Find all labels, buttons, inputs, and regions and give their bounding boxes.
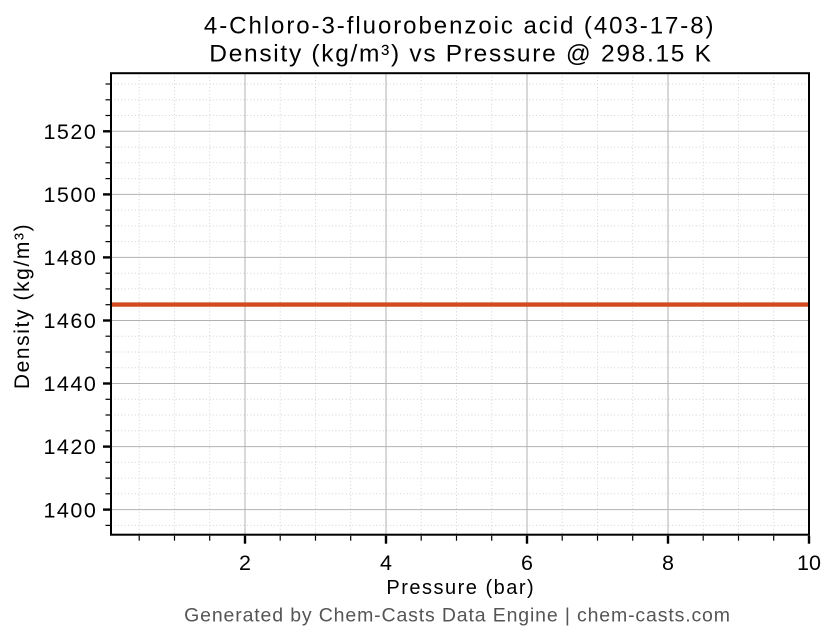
svg-text:1440: 1440 (43, 372, 97, 396)
svg-text:Generated by Chem-Casts Data E: Generated by Chem-Casts Data Engine | ch… (184, 604, 731, 626)
svg-text:1400: 1400 (43, 498, 97, 522)
svg-text:1420: 1420 (43, 435, 97, 459)
svg-text:2: 2 (239, 551, 251, 575)
svg-text:Density (kg/m³): Density (kg/m³) (11, 223, 34, 389)
svg-text:1460: 1460 (43, 309, 97, 333)
svg-text:4: 4 (380, 551, 392, 575)
svg-text:8: 8 (662, 551, 674, 575)
svg-text:4-Chloro-3-fluorobenzoic acid: 4-Chloro-3-fluorobenzoic acid (403-17-8) (204, 13, 716, 40)
svg-text:6: 6 (521, 551, 533, 575)
svg-text:1520: 1520 (43, 120, 97, 144)
svg-text:1480: 1480 (43, 246, 97, 270)
svg-text:1500: 1500 (43, 183, 97, 207)
svg-text:10: 10 (797, 551, 821, 575)
svg-text:Density (kg/m³) vs Pressure @: Density (kg/m³) vs Pressure @ 298.15 K (209, 40, 712, 67)
svg-text:Pressure (bar): Pressure (bar) (386, 577, 535, 599)
